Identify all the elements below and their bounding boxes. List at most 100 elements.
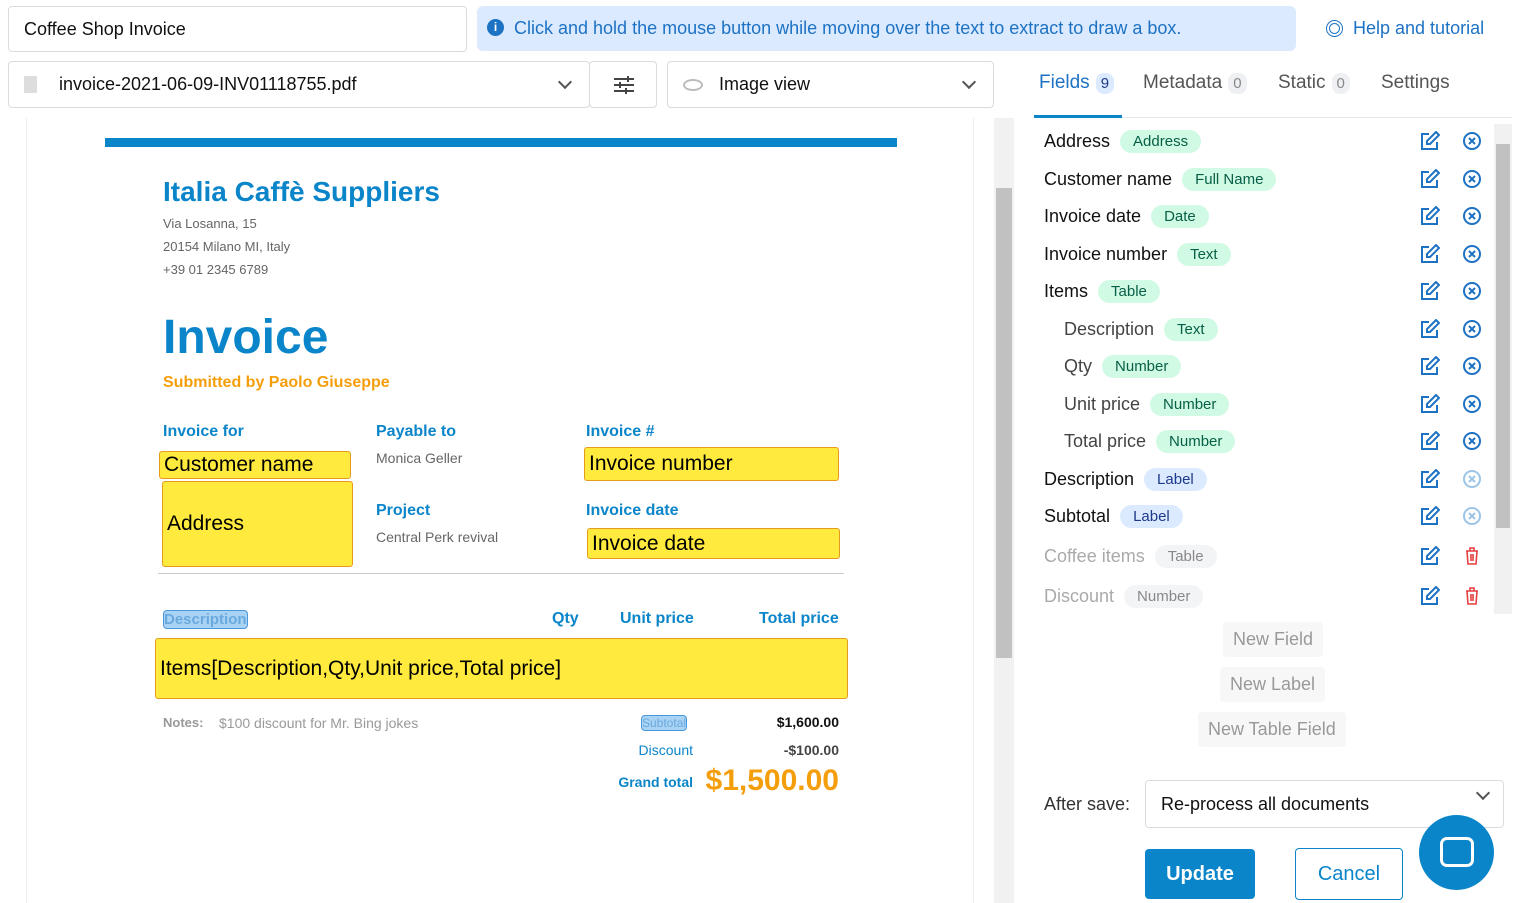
document-title-input[interactable]: Coffee Shop Invoice [8,6,467,52]
help-label: Help and tutorial [1353,18,1485,38]
remove-icon[interactable] [1462,469,1482,489]
edit-icon[interactable] [1420,545,1441,566]
remove-icon[interactable] [1462,356,1482,376]
address-box[interactable]: Address [162,481,353,567]
edit-icon[interactable] [1420,318,1441,339]
field-type-chip: Number [1150,392,1230,416]
new-field-button[interactable]: New Field [1223,622,1324,657]
customer-name-box[interactable]: Customer name [159,451,351,479]
edit-icon[interactable] [1420,505,1441,526]
view-mode-select[interactable]: Image view [667,61,994,108]
payable-to-label: Payable to [376,423,457,440]
project-label: Project [376,502,431,519]
new-table-field-button[interactable]: New Table Field [1198,712,1346,747]
field-row[interactable]: Invoice number Text [1044,239,1494,269]
view-mode-label: Image view [719,74,811,94]
items-table-box[interactable]: Items[Description,Qty,Unit price,Total p… [155,638,848,699]
chat-launcher-button[interactable] [1419,815,1494,890]
field-row[interactable]: Invoice date Date [1044,201,1494,231]
divider [158,573,844,574]
field-type-chip: Number [1156,429,1236,453]
remove-icon[interactable] [1462,431,1482,451]
field-row[interactable]: Description Label [1044,464,1494,494]
field-row[interactable]: Coffee items Table [1044,541,1494,571]
field-row[interactable]: Qty Number [1044,351,1494,381]
field-type-chip: Number [1102,354,1182,378]
discount-value: -$100.00 [783,742,839,758]
filter-settings-button[interactable] [589,61,657,108]
info-icon: i [487,19,504,36]
subtotal-value: $1,600.00 [776,714,839,730]
edit-icon[interactable] [1420,280,1441,301]
edit-icon[interactable] [1420,585,1441,606]
edit-icon[interactable] [1420,243,1441,264]
invoice-date-box[interactable]: Invoice date [587,528,840,559]
remove-icon[interactable] [1462,319,1482,339]
lifebuoy-icon [1326,20,1343,37]
file-select[interactable]: invoice-2021-06-09-INV01118755.pdf [8,61,590,108]
tab-static[interactable]: Static 0 [1278,72,1350,94]
document-scroll-thumb[interactable] [996,188,1012,658]
remove-icon[interactable] [1462,206,1482,226]
chat-icon [1440,837,1474,867]
edit-icon[interactable] [1420,205,1441,226]
edit-icon[interactable] [1420,168,1441,189]
edit-icon[interactable] [1420,355,1441,376]
field-name: Total price [1064,430,1147,451]
update-button[interactable]: Update [1145,849,1255,899]
field-row[interactable]: Items Table [1044,276,1494,306]
tab-settings[interactable]: Settings [1381,72,1450,93]
remove-icon[interactable] [1462,506,1482,526]
cancel-button[interactable]: Cancel [1295,848,1403,900]
tab-metadata[interactable]: Metadata 0 [1143,72,1247,94]
field-name: Subtotal [1044,505,1111,526]
total-price-header: Total price [759,610,839,627]
remove-icon[interactable] [1462,281,1482,301]
chevron-down-icon [961,74,977,89]
field-row[interactable]: Discount Number [1044,581,1494,611]
field-type-chip: Number [1124,584,1204,608]
fields-scroll-thumb[interactable] [1496,144,1510,528]
tab-fields[interactable]: Fields 9 [1039,72,1115,94]
field-name: Customer name [1044,168,1173,189]
invoice-number-box[interactable]: Invoice number [584,447,839,481]
field-type-chip: Table [1098,279,1160,303]
after-save-value: Re-process all documents [1161,794,1370,814]
field-row[interactable]: Customer name Full Name [1044,164,1494,194]
remove-icon[interactable] [1462,244,1482,264]
submitted-by: Submitted by Paolo Giuseppe [163,374,390,391]
field-row[interactable]: Unit price Number [1044,389,1494,419]
field-row[interactable]: Address Address [1044,126,1494,156]
field-type-chip: Label [1120,504,1183,528]
subtotal-label-selected[interactable]: Subtotal [641,715,688,731]
edit-icon[interactable] [1420,393,1441,414]
field-row[interactable]: Total price Number [1044,426,1494,456]
remove-icon[interactable] [1462,131,1482,151]
description-header-selected[interactable]: Description [163,610,248,629]
field-name: Invoice number [1044,243,1168,264]
field-name: Invoice date [1044,205,1142,226]
field-type-chip: Label [1144,467,1207,491]
remove-icon[interactable] [1462,169,1482,189]
edit-icon[interactable] [1420,430,1441,451]
trash-icon[interactable] [1462,586,1482,606]
document-preview[interactable]: Italia Caffè Suppliers Via Losanna, 15 2… [26,118,974,903]
eye-icon [683,78,703,91]
invoice-number-label: Invoice # [586,423,655,440]
field-row[interactable]: Subtotal Label [1044,501,1494,531]
unit-price-header: Unit price [620,610,694,627]
qty-header: Qty [552,610,579,627]
chevron-down-icon [557,74,573,89]
help-link[interactable]: Help and tutorial [1326,18,1484,39]
field-name: Description [1064,318,1155,339]
info-banner: i Click and hold the mouse button while m… [477,6,1296,51]
new-label-button[interactable]: New Label [1220,667,1326,702]
remove-icon[interactable] [1462,394,1482,414]
tab-bar: Fields 9 Metadata 0 Static 0 Settings [1034,62,1512,118]
edit-icon[interactable] [1420,130,1441,151]
edit-icon[interactable] [1420,468,1441,489]
field-name: Description [1044,468,1135,489]
field-row[interactable]: Description Text [1044,314,1494,344]
trash-icon[interactable] [1462,546,1482,566]
chevron-down-icon [1475,785,1491,801]
